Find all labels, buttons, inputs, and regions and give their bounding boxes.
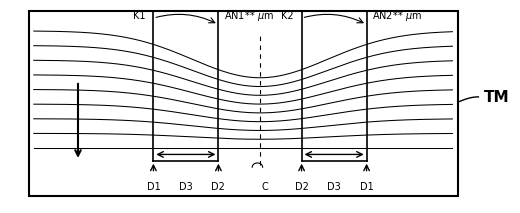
- Text: D1: D1: [147, 182, 160, 192]
- Bar: [29, 11, 458, 196]
- Text: D3: D3: [327, 182, 341, 192]
- Text: K2: K2: [281, 11, 294, 21]
- Text: D1: D1: [360, 182, 373, 192]
- Text: TM: TM: [484, 91, 509, 105]
- Text: D2: D2: [295, 182, 308, 192]
- Text: D2: D2: [212, 182, 225, 192]
- Text: AN1** $\mu$m: AN1** $\mu$m: [224, 9, 274, 23]
- Text: K1: K1: [133, 11, 146, 21]
- Text: D3: D3: [179, 182, 193, 192]
- Text: C: C: [262, 182, 268, 192]
- Text: AN2** $\mu$m: AN2** $\mu$m: [372, 9, 422, 23]
